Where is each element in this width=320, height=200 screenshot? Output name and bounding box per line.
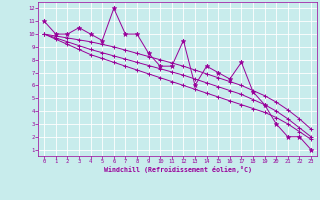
X-axis label: Windchill (Refroidissement éolien,°C): Windchill (Refroidissement éolien,°C): [104, 166, 252, 173]
